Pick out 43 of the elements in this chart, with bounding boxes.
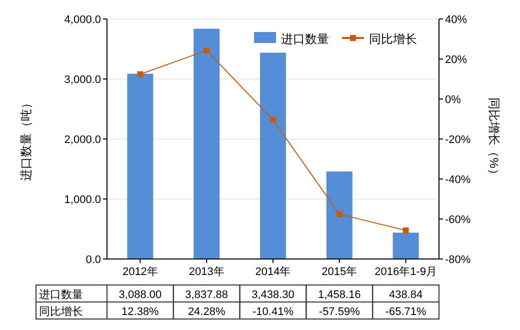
y2-tick-label: -80% [445,254,471,266]
text: 同比增长 [39,306,83,318]
y-tick-label: 4,000.0 [64,14,101,26]
y2-tick-label: 0% [445,94,462,106]
bar [127,74,154,259]
bar [326,172,352,259]
data-label: 3,438.30 [252,289,294,301]
data-label: 3,088.00 [118,289,162,301]
y-tick-label: 3,000.0 [64,74,101,86]
x-tick-label: 2013年 [188,266,224,278]
y2-tick-label: -40% [445,174,471,186]
data-label: -10.41% [252,306,294,318]
y2-axis-title: 同比增长（%） [487,98,501,180]
x-tick-label: 2012年 [122,266,158,278]
data-label: -65.71% [385,306,426,318]
y-tick-label: 1,000.0 [64,194,101,206]
y-axis-title: 进口数量（吨） [19,97,33,181]
point [336,211,342,218]
data-label: 12.38% [122,306,160,318]
point [204,47,210,54]
x-tick-label: 2015年 [322,266,358,278]
text: 进口数量 [39,289,83,301]
x-tick-label: 2016年1-9月 [374,266,437,278]
legend-label: 进口数量 [281,32,329,46]
data-label: -57.59% [318,306,360,318]
y-tick-label: 0.0 [86,254,101,266]
point [402,227,409,234]
point [270,116,276,123]
data-label: 438.84 [388,289,423,301]
x-tick-label: 2014年 [255,266,291,278]
y2-tick-label: 20% [445,54,468,66]
data-label: 3,837.88 [185,289,228,301]
point [137,71,144,78]
data-label: 1,458.16 [318,289,361,301]
y2-tick-label: -60% [445,214,471,226]
bar [260,52,286,259]
bar [392,232,419,259]
y2-tick-label: 40% [445,14,468,26]
bar [194,28,220,259]
legend-label: 同比增长 [369,32,417,46]
y-tick-label: 2,000.0 [64,134,101,146]
data-label: 24.28% [188,306,226,318]
y2-tick-label: -20% [445,134,471,146]
